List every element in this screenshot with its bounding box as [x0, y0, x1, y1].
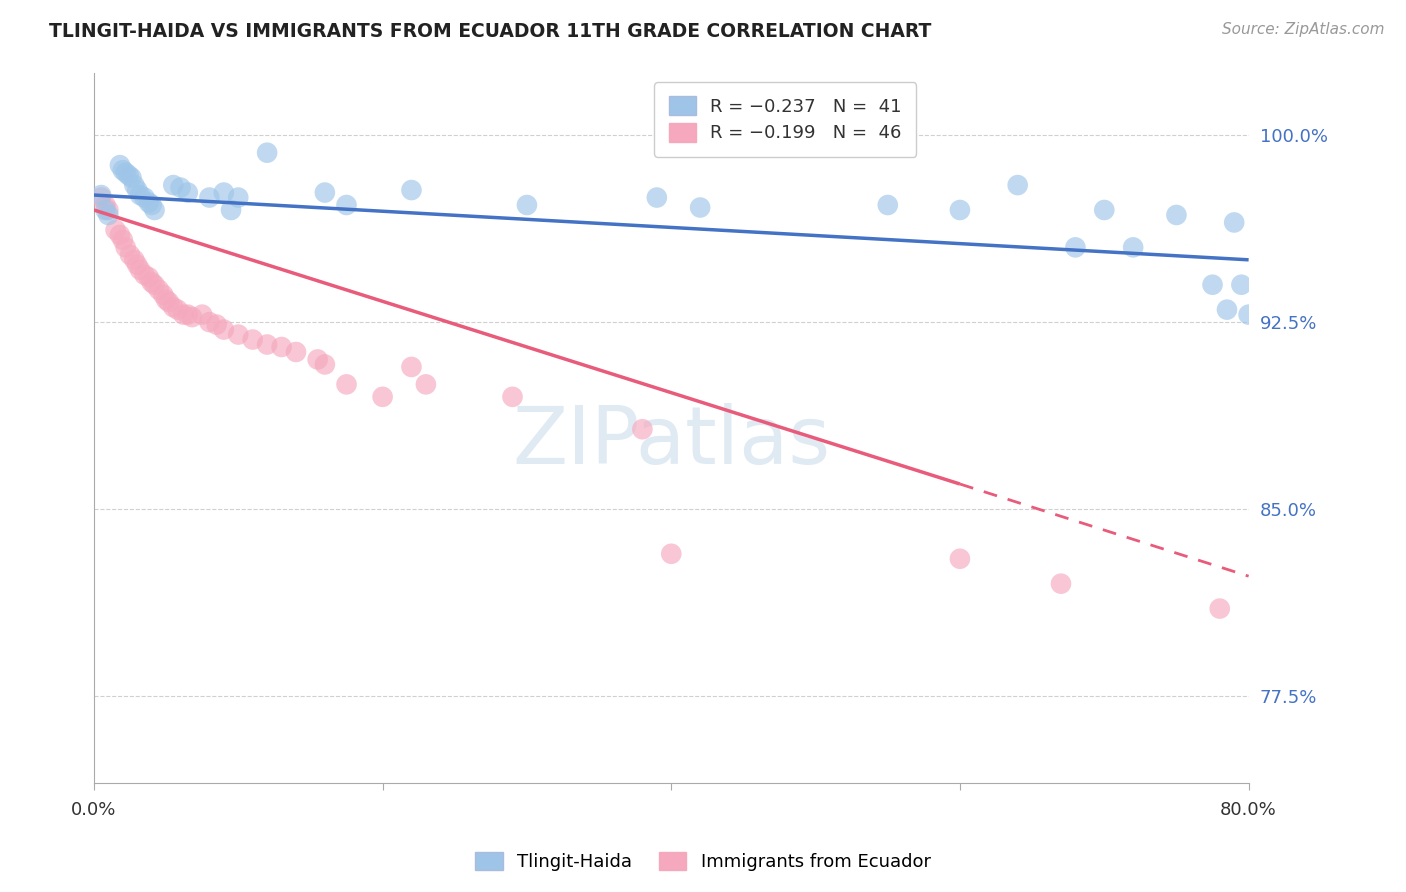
Point [138, 195, 160, 210]
Point [104, 223, 127, 237]
Point [645, 190, 668, 204]
Point [1223, 215, 1246, 229]
Point [371, 390, 394, 404]
Point [502, 390, 524, 404]
Point [114, 240, 136, 254]
Point [108, 158, 131, 172]
Point [134, 190, 156, 204]
Point [127, 258, 149, 272]
Point [1166, 208, 1188, 222]
Point [307, 352, 329, 367]
Point [401, 359, 423, 374]
Point [108, 227, 131, 242]
Point [191, 308, 214, 322]
Point [1216, 302, 1239, 317]
Point [285, 345, 308, 359]
Point [226, 190, 249, 204]
Point [97, 202, 120, 217]
Point [198, 190, 221, 204]
Point [134, 268, 156, 282]
Point [143, 277, 166, 292]
Point [1122, 240, 1144, 254]
Point [169, 180, 191, 194]
Point [90, 188, 112, 202]
Point [166, 302, 188, 317]
Point [1237, 308, 1260, 322]
Point [143, 202, 166, 217]
Point [876, 198, 898, 212]
Point [94, 202, 117, 217]
Point [120, 170, 142, 185]
Point [415, 377, 437, 392]
Point [152, 287, 174, 301]
Point [162, 300, 184, 314]
Point [205, 318, 228, 332]
Point [314, 358, 336, 372]
Point [270, 340, 292, 354]
Point [631, 422, 654, 436]
Point [335, 198, 357, 212]
Point [689, 201, 711, 215]
Point [127, 183, 149, 197]
Point [181, 310, 204, 325]
Point [256, 337, 278, 351]
Point [129, 188, 152, 202]
Point [401, 183, 423, 197]
Point [157, 295, 180, 310]
Point [212, 186, 235, 200]
Point [177, 186, 200, 200]
Point [949, 202, 972, 217]
Point [949, 551, 972, 566]
Point [212, 322, 235, 336]
Text: ZIPatlas: ZIPatlas [512, 403, 831, 481]
Point [1050, 576, 1073, 591]
Legend: Tlingit-Haida, Immigrants from Ecuador: Tlingit-Haida, Immigrants from Ecuador [468, 845, 938, 879]
Point [141, 275, 163, 289]
Point [172, 308, 194, 322]
Point [90, 190, 112, 204]
Point [129, 262, 152, 277]
Point [242, 333, 264, 347]
Legend: R = −0.237   N =  41, R = −0.199   N =  46: R = −0.237 N = 41, R = −0.199 N = 46 [654, 82, 917, 157]
Point [138, 270, 160, 285]
Point [256, 145, 278, 160]
Point [1007, 178, 1029, 192]
Point [117, 168, 139, 182]
Point [124, 178, 146, 192]
Point [226, 327, 249, 342]
Point [659, 547, 682, 561]
Point [1209, 601, 1232, 615]
Point [155, 293, 177, 307]
Point [516, 198, 538, 212]
Point [219, 202, 242, 217]
Point [198, 315, 221, 329]
Point [111, 233, 134, 247]
Point [111, 163, 134, 178]
Point [162, 178, 184, 192]
Text: TLINGIT-HAIDA VS IMMIGRANTS FROM ECUADOR 11TH GRADE CORRELATION CHART: TLINGIT-HAIDA VS IMMIGRANTS FROM ECUADOR… [49, 22, 932, 41]
Point [118, 248, 141, 262]
Point [1092, 202, 1115, 217]
Point [1064, 240, 1087, 254]
Point [177, 308, 200, 322]
Point [97, 208, 120, 222]
Point [1230, 277, 1253, 292]
Point [124, 252, 146, 267]
Point [1201, 277, 1223, 292]
Point [314, 186, 336, 200]
Point [94, 198, 117, 212]
Point [148, 283, 170, 297]
Point [141, 198, 163, 212]
Point [335, 377, 357, 392]
Text: Source: ZipAtlas.com: Source: ZipAtlas.com [1222, 22, 1385, 37]
Point [114, 166, 136, 180]
